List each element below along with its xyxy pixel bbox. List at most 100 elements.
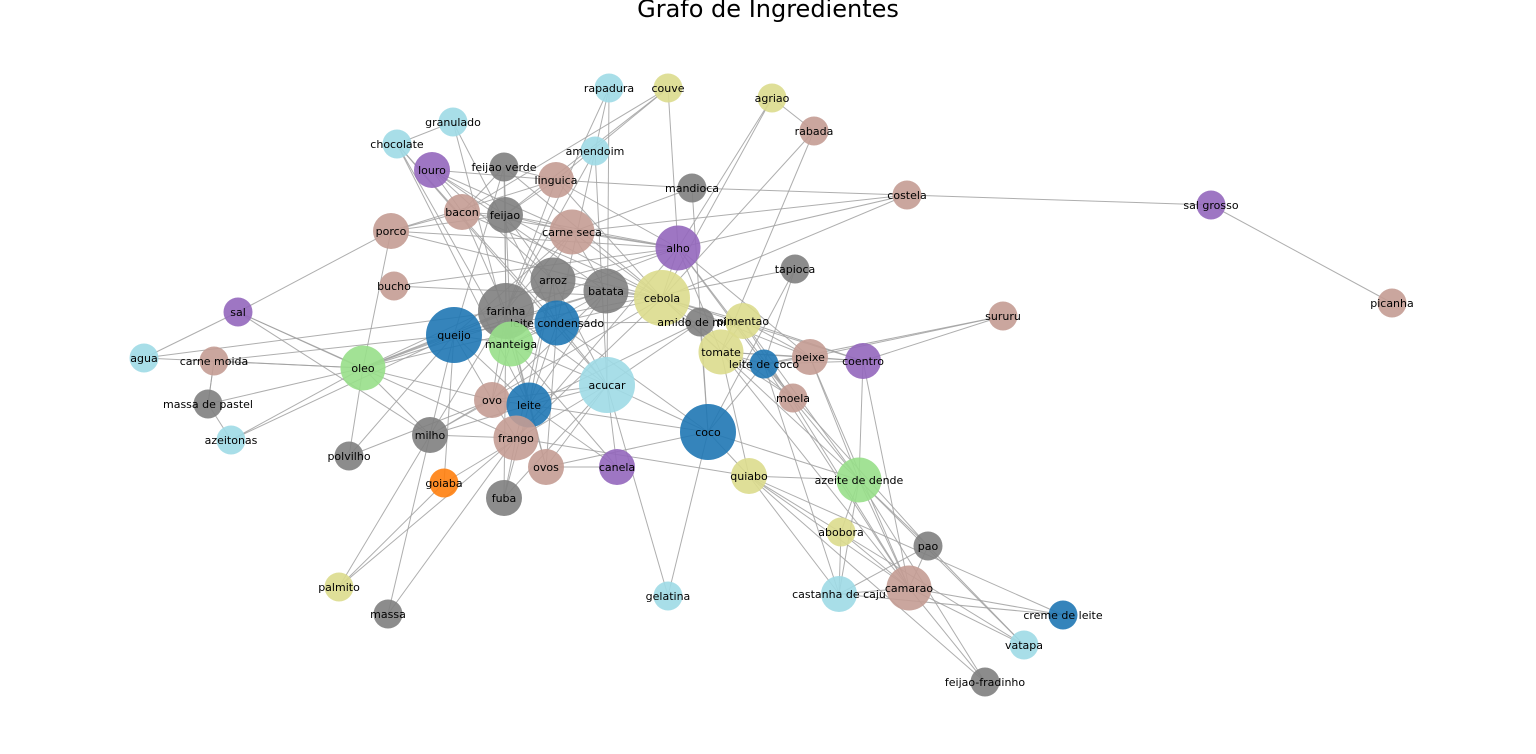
node-circle[interactable]: [528, 449, 564, 485]
node-linguica[interactable]: linguica: [535, 162, 578, 198]
node-chocolate[interactable]: chocolate: [370, 129, 424, 159]
node-circle[interactable]: [836, 457, 882, 503]
node-circle[interactable]: [886, 565, 932, 611]
node-circle[interactable]: [580, 136, 610, 166]
node-circle[interactable]: [677, 173, 707, 203]
node-circle[interactable]: [193, 389, 223, 419]
node-circle[interactable]: [749, 349, 779, 379]
node-circle[interactable]: [594, 73, 624, 103]
node-fuba[interactable]: fuba: [486, 480, 522, 516]
node-tomate[interactable]: tomate: [698, 329, 744, 375]
node-circle[interactable]: [426, 307, 482, 363]
node-circle[interactable]: [216, 425, 246, 455]
node-queijo[interactable]: queijo: [426, 307, 482, 363]
node-circle[interactable]: [412, 417, 448, 453]
node-circle[interactable]: [680, 404, 736, 460]
node-coco[interactable]: coco: [680, 404, 736, 460]
node-circle[interactable]: [438, 107, 468, 137]
node-circle[interactable]: [534, 300, 580, 346]
node-circle[interactable]: [324, 572, 354, 602]
node-louro[interactable]: louro: [414, 152, 450, 188]
node-castanha_de_caju[interactable]: castanha de caju: [792, 576, 886, 612]
node-bucho[interactable]: bucho: [377, 271, 411, 301]
node-sururu[interactable]: sururu: [985, 301, 1021, 331]
node-granulado[interactable]: granulado: [425, 107, 481, 137]
node-leite_de_coco[interactable]: leite de coco: [729, 349, 800, 379]
node-circle[interactable]: [373, 599, 403, 629]
node-circle[interactable]: [698, 329, 744, 375]
node-frango[interactable]: frango: [493, 415, 539, 461]
node-arroz[interactable]: arroz: [530, 257, 576, 303]
node-circle[interactable]: [1048, 600, 1078, 630]
node-acucar[interactable]: acucar: [579, 357, 635, 413]
node-circle[interactable]: [725, 303, 761, 339]
node-massa_de_pastel[interactable]: massa de pastel: [163, 389, 253, 419]
node-circle[interactable]: [493, 415, 539, 461]
node-circle[interactable]: [892, 180, 922, 210]
node-abobora[interactable]: abobora: [818, 517, 864, 547]
node-carne_moida[interactable]: carne moida: [180, 346, 249, 376]
node-circle[interactable]: [414, 152, 450, 188]
node-vatapa[interactable]: vatapa: [1005, 630, 1043, 660]
node-circle[interactable]: [913, 531, 943, 561]
node-circle[interactable]: [334, 441, 364, 471]
node-circle[interactable]: [488, 321, 534, 367]
node-circle[interactable]: [792, 339, 828, 375]
node-circle[interactable]: [653, 73, 683, 103]
node-circle[interactable]: [799, 116, 829, 146]
node-circle[interactable]: [778, 383, 808, 413]
node-circle[interactable]: [429, 468, 459, 498]
node-goiaba[interactable]: goiaba: [425, 468, 463, 498]
node-circle[interactable]: [826, 517, 856, 547]
node-camarao[interactable]: camarao: [885, 565, 934, 611]
node-feijao_fradinho[interactable]: feijao-fradinho: [945, 667, 1026, 697]
node-circle[interactable]: [373, 213, 409, 249]
node-massa[interactable]: massa: [370, 599, 406, 629]
node-peixe[interactable]: peixe: [792, 339, 828, 375]
node-pimentao[interactable]: pimentao: [717, 303, 770, 339]
node-circle[interactable]: [845, 343, 881, 379]
node-milho[interactable]: milho: [412, 417, 448, 453]
node-gelatina[interactable]: gelatina: [646, 581, 691, 611]
node-feijao_verde[interactable]: feijao verde: [471, 152, 537, 182]
node-couve[interactable]: couve: [651, 73, 685, 103]
node-sal_grosso[interactable]: sal grosso: [1183, 190, 1239, 220]
node-rapadura[interactable]: rapadura: [584, 73, 634, 103]
node-coentro[interactable]: coentro: [842, 343, 884, 379]
node-circle[interactable]: [379, 271, 409, 301]
node-costela[interactable]: costela: [887, 180, 927, 210]
node-circle[interactable]: [731, 458, 767, 494]
node-circle[interactable]: [382, 129, 412, 159]
node-pao[interactable]: pao: [913, 531, 943, 561]
node-rabada[interactable]: rabada: [795, 116, 834, 146]
node-oleo[interactable]: oleo: [340, 345, 386, 391]
node-circle[interactable]: [129, 343, 159, 373]
node-circle[interactable]: [579, 357, 635, 413]
node-feijao[interactable]: feijao: [487, 197, 523, 233]
node-circle[interactable]: [757, 83, 787, 113]
node-azeite_de_dende[interactable]: azeite de dende: [815, 457, 904, 503]
node-amendoim[interactable]: amendoim: [566, 136, 625, 166]
node-polvilho[interactable]: polvilho: [327, 441, 371, 471]
node-circle[interactable]: [970, 667, 1000, 697]
node-cebola[interactable]: cebola: [634, 270, 690, 326]
node-amido_de_milho[interactable]: amido de milho: [657, 307, 743, 337]
node-ovo[interactable]: ovo: [474, 382, 510, 418]
node-leite_condensado[interactable]: leite condensado: [510, 300, 604, 346]
node-circle[interactable]: [655, 225, 701, 271]
node-ovos[interactable]: ovos: [528, 449, 564, 485]
node-moela[interactable]: moela: [776, 383, 810, 413]
node-circle[interactable]: [487, 197, 523, 233]
node-circle[interactable]: [685, 307, 715, 337]
node-circle[interactable]: [583, 268, 629, 314]
node-circle[interactable]: [530, 257, 576, 303]
node-circle[interactable]: [486, 480, 522, 516]
node-canela[interactable]: canela: [599, 449, 635, 485]
node-circle[interactable]: [444, 194, 480, 230]
node-carne_seca[interactable]: carne seca: [542, 209, 602, 255]
node-circle[interactable]: [199, 346, 229, 376]
node-agua[interactable]: agua: [129, 343, 159, 373]
node-palmito[interactable]: palmito: [318, 572, 360, 602]
node-circle[interactable]: [340, 345, 386, 391]
node-azeitonas[interactable]: azeitonas: [205, 425, 258, 455]
